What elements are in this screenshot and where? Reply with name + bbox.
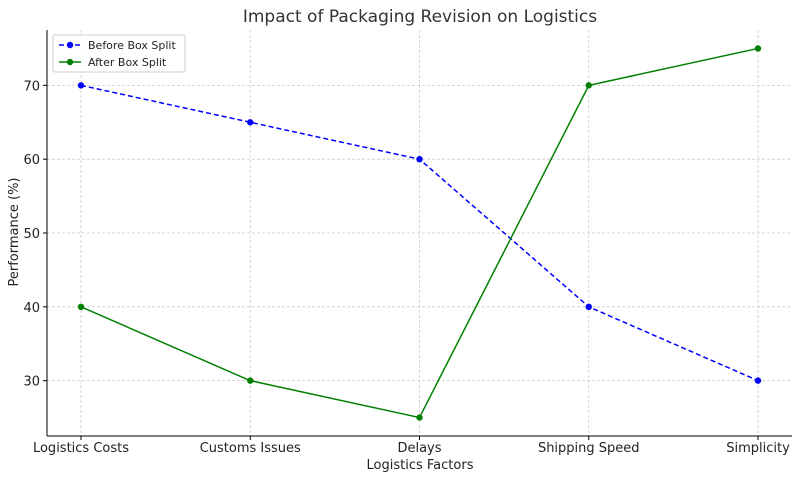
data-point [247,377,254,384]
x-tick-label: Delays [397,441,441,456]
grid-layer [47,30,792,436]
x-tick-label: Customs Issues [200,441,301,456]
axes-layer: Logistics Costs Customs Issues Delays Shipp… [23,30,792,456]
data-point [754,377,762,384]
legend-entry: Before Box Split [59,39,176,52]
x-tick-label: Simplicity [726,441,790,456]
data-point [77,303,85,311]
y-tick-label: 50 [23,227,40,242]
legend-box [52,34,186,73]
data-point [416,155,423,163]
series-1 [77,82,762,384]
y-tick-label: 40 [23,301,40,316]
y-axis-label: Performance (%) [7,177,22,286]
legend-label: After Box Split [88,56,167,69]
legend-entry: After Box Split [59,56,167,69]
legend-marker [66,41,74,49]
chart-title: Impact of Packaging Revision on Logistic… [243,7,597,27]
legend: Before Box Split After Box Split [52,34,186,73]
series-layer [77,45,762,421]
x-axis-label: Logistics Factors [367,458,474,473]
data-point [77,82,85,89]
y-tick-label: 30 [23,375,40,390]
x-tick-label: Shipping Speed [538,441,640,456]
y-tick-label: 70 [23,79,40,94]
legend-marker [66,58,74,66]
x-tick-label: Logistics Costs [33,441,129,456]
series-2 [77,45,762,421]
data-point [416,414,423,421]
data-point [754,45,762,52]
data-point [585,303,592,311]
legend-label: Before Box Split [88,39,176,52]
data-point [247,119,254,126]
y-tick-label: 60 [23,153,40,168]
data-point [585,82,592,89]
